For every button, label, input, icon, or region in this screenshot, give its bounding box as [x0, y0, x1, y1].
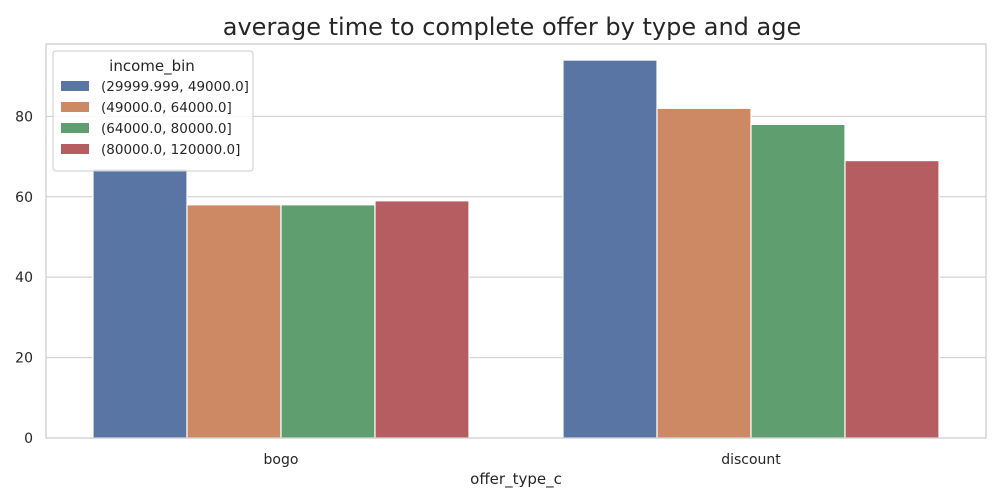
- chart-title: average time to complete offer by type a…: [223, 13, 801, 41]
- legend-swatch: [61, 123, 89, 133]
- bars: [92, 59, 940, 439]
- plot-frame: [45, 43, 987, 439]
- x-axis-label: offer_type_c: [470, 470, 562, 489]
- y-tick-label: 0: [24, 431, 33, 447]
- legend-label: (64000.0, 80000.0]: [101, 121, 232, 137]
- bar: [656, 107, 752, 439]
- legend: income_bin (29999.999, 49000.0] (49000.0,…: [52, 50, 254, 172]
- legend-title: income_bin: [109, 57, 195, 76]
- bar: [750, 123, 846, 439]
- legend-label: (49000.0, 64000.0]: [101, 100, 232, 116]
- y-tick-labels: 0 20 40 60 80: [15, 109, 33, 447]
- legend-swatch: [61, 102, 89, 112]
- legend-box: [52, 50, 254, 172]
- legend-items: (29999.999, 49000.0] (49000.0, 64000.0] (6…: [61, 79, 249, 158]
- legend-swatch: [61, 144, 89, 154]
- bar: [186, 204, 282, 439]
- legend-label: (29999.999, 49000.0]: [101, 79, 249, 95]
- legend-swatch: [61, 81, 89, 91]
- bar: [92, 168, 188, 439]
- bar: [562, 59, 658, 439]
- x-tick-label: discount: [721, 452, 781, 468]
- bar: [280, 204, 376, 439]
- x-tick-label: bogo: [264, 452, 299, 468]
- bar: [374, 200, 470, 439]
- y-tick-label: 80: [15, 109, 33, 125]
- y-tick-label: 60: [15, 190, 33, 206]
- y-tick-label: 40: [15, 270, 33, 286]
- y-tick-label: 20: [15, 351, 33, 367]
- bar: [844, 159, 940, 439]
- x-tick-labels: bogo discount: [264, 452, 782, 468]
- legend-label: (80000.0, 120000.0]: [101, 142, 240, 158]
